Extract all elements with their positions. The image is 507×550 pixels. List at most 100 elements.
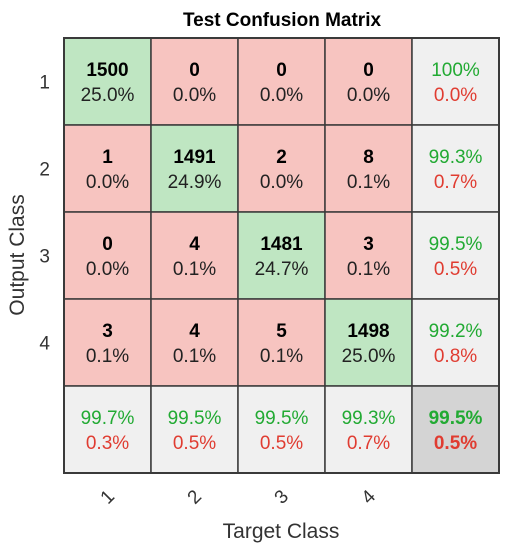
cell-count: 3: [363, 234, 374, 255]
row-correct-rate: 99.5%: [429, 234, 483, 255]
cell-percent: 0.0%: [347, 85, 390, 106]
col-correct-rate: 99.5%: [168, 408, 222, 429]
row-error-rate: 0.7%: [434, 172, 477, 193]
row-summary-cell: 99.2% 0.8%: [411, 298, 500, 387]
matrix-cell: 0 0.0%: [63, 211, 152, 300]
cell-background: [411, 124, 500, 213]
matrix-cell: 1 0.0%: [63, 124, 152, 213]
matrix-cell: 2 0.0%: [237, 124, 326, 213]
cell-percent: 0.0%: [260, 172, 303, 193]
overall-correct-rate: 99.5%: [429, 408, 483, 429]
cell-count: 1481: [260, 234, 303, 255]
col-error-rate: 0.5%: [260, 433, 303, 454]
row-summary-cell: 100% 0.0%: [411, 37, 500, 126]
cell-count: 0: [363, 60, 374, 81]
cell-count: 4: [189, 321, 200, 342]
col-tick-label: 4: [358, 486, 381, 509]
cell-percent: 24.7%: [255, 259, 309, 280]
cell-background: [63, 37, 152, 126]
matrix-cell: 0 0.0%: [324, 37, 413, 126]
cell-percent: 0.1%: [173, 346, 216, 367]
cell-count: 0: [102, 234, 113, 255]
cell-percent: 0.0%: [86, 259, 129, 280]
col-error-rate: 0.5%: [173, 433, 216, 454]
cell-background: [411, 211, 500, 300]
col-tick-label: 3: [271, 486, 293, 508]
cell-count: 8: [363, 147, 374, 168]
cell-count: 4: [189, 234, 200, 255]
cell-background: [411, 37, 500, 126]
y-axis-label: Output Class: [6, 194, 29, 315]
row-summary-cell: 99.5% 0.5%: [411, 211, 500, 300]
cell-background: [411, 298, 500, 387]
cell-percent: 0.1%: [173, 259, 216, 280]
cell-percent: 24.9%: [168, 172, 222, 193]
cell-background: [324, 298, 413, 387]
cell-count: 1500: [86, 60, 128, 81]
cell-count: 1: [102, 147, 113, 168]
col-error-rate: 0.3%: [86, 433, 129, 454]
row-correct-rate: 99.2%: [429, 321, 483, 342]
row-tick-label: 1: [39, 73, 50, 94]
cell-background: [63, 298, 152, 387]
cell-percent: 0.1%: [347, 172, 390, 193]
cell-background: [324, 385, 413, 474]
row-error-rate: 0.5%: [434, 259, 477, 280]
cell-percent: 0.1%: [86, 346, 129, 367]
cell-background: [63, 211, 152, 300]
cell-percent: 0.0%: [86, 172, 129, 193]
cell-background: [150, 385, 239, 474]
cell-background: [63, 124, 152, 213]
cell-background: [237, 37, 326, 126]
matrix-cell: 0 0.0%: [150, 37, 239, 126]
col-correct-rate: 99.3%: [342, 408, 396, 429]
cell-count: 1491: [173, 147, 216, 168]
col-summary-cell: 99.7% 0.3%: [63, 385, 152, 474]
cell-background: [150, 298, 239, 387]
matrix-cell: 4 0.1%: [150, 211, 239, 300]
row-correct-rate: 100%: [431, 60, 480, 81]
col-correct-rate: 99.7%: [81, 408, 135, 429]
cell-percent: 0.1%: [260, 346, 303, 367]
cell-background: [237, 298, 326, 387]
cell-percent: 25.0%: [81, 85, 135, 106]
cell-background: [150, 37, 239, 126]
cell-count: 1498: [347, 321, 389, 342]
row-tick-label: 2: [39, 160, 50, 181]
row-error-rate: 0.8%: [434, 346, 477, 367]
cell-count: 0: [189, 60, 200, 81]
matrix-cell: 1500 25.0%: [63, 37, 152, 126]
chart-title: Test Confusion Matrix: [183, 10, 382, 31]
cell-background: [63, 385, 152, 474]
cell-background: [324, 37, 413, 126]
cell-percent: 25.0%: [342, 346, 396, 367]
row-tick-label: 4: [39, 334, 50, 355]
col-summary-cell: 99.3% 0.7%: [324, 385, 413, 474]
col-tick-label: 2: [184, 486, 206, 508]
cell-count: 3: [102, 321, 113, 342]
matrix-cell: 3 0.1%: [63, 298, 152, 387]
col-tick-label: 1: [97, 486, 119, 508]
cell-percent: 0.1%: [347, 259, 390, 280]
matrix-cell: 3 0.1%: [324, 211, 413, 300]
cell-background: [324, 211, 413, 300]
matrix-cell: 5 0.1%: [237, 298, 326, 387]
matrix-cell: 0 0.0%: [237, 37, 326, 126]
row-summary-cell: 99.3% 0.7%: [411, 124, 500, 213]
row-tick-label: 3: [39, 247, 50, 268]
cell-background: [237, 124, 326, 213]
cell-background: [411, 385, 500, 474]
matrix-cell: 8 0.1%: [324, 124, 413, 213]
matrix-cell: 4 0.1%: [150, 298, 239, 387]
cell-background: [237, 385, 326, 474]
cell-count: 2: [276, 147, 287, 168]
cell-background: [150, 211, 239, 300]
cell-percent: 0.0%: [173, 85, 216, 106]
matrix-cell: 1491 24.9%: [150, 124, 239, 213]
col-error-rate: 0.7%: [347, 433, 390, 454]
cell-count: 5: [276, 321, 287, 342]
x-axis-label: Target Class: [223, 520, 340, 543]
matrix-cells: 1500 25.0% 0 0.0% 0 0.0% 0 0.0% 1 0.0% 1491 24.9% 2 0…: [63, 37, 500, 474]
cell-count: 0: [276, 60, 287, 81]
